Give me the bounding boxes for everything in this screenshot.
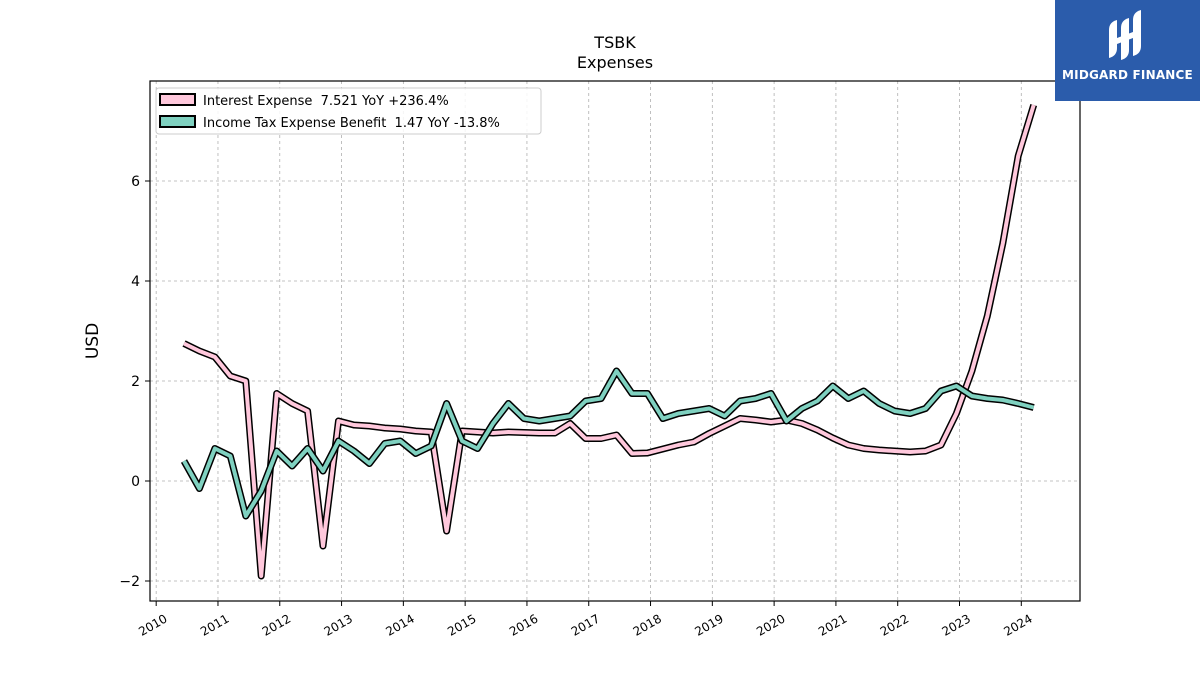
brand-logo: MIDGARD FINANCE	[1055, 0, 1200, 101]
y-tick-label: −2	[119, 574, 140, 590]
x-tick-label: 2023	[940, 611, 973, 638]
x-tick-label: 2016	[507, 611, 540, 638]
x-tick-label: 2015	[445, 611, 478, 638]
x-tick-label: 2022	[878, 611, 911, 638]
series-line-1	[182, 369, 1035, 518]
series-outline-0	[182, 103, 1038, 580]
legend-swatch-income-tax	[159, 115, 196, 128]
legend-swatch-interest-expense	[159, 93, 196, 106]
brand-name: MIDGARD FINANCE	[1062, 68, 1193, 82]
x-tick-label: 2013	[322, 611, 355, 638]
x-tick-label: 2012	[260, 611, 293, 638]
chart-title: TSBK	[593, 33, 636, 52]
x-tick-label: 2017	[569, 611, 602, 638]
y-tick-label: 0	[131, 474, 140, 490]
legend-label-interest-expense: Interest Expense 7.521 YoY +236.4%	[203, 94, 449, 109]
x-tick-label: 2018	[631, 611, 664, 638]
legend: Interest Expense 7.521 YoY +236.4% Incom…	[155, 87, 542, 135]
series-layer	[180, 103, 1038, 580]
y-axis-label: USD	[83, 323, 103, 359]
series-line-0	[183, 104, 1036, 578]
legend-frame	[155, 87, 542, 135]
legend-label-income-tax: Income Tax Expense Benefit 1.47 YoY -13.…	[203, 116, 500, 131]
x-tick-label: 2010	[136, 611, 169, 638]
x-tick-label: 2021	[816, 611, 849, 638]
y-tick-label: 4	[131, 274, 140, 290]
chart-subtitle: Expenses	[577, 53, 653, 72]
x-tick-label: 2014	[383, 611, 416, 638]
x-tick-label: 2019	[692, 611, 725, 638]
grid	[150, 81, 1080, 601]
y-tick-label: 2	[131, 374, 140, 390]
x-tick-label: 2024	[1001, 611, 1034, 638]
x-tick-label: 2011	[198, 611, 231, 638]
midgard-logo-icon	[1109, 10, 1141, 60]
plot-area-frame	[149, 80, 1081, 602]
y-tick-label: 6	[131, 174, 140, 190]
x-tick-label: 2020	[754, 611, 787, 638]
